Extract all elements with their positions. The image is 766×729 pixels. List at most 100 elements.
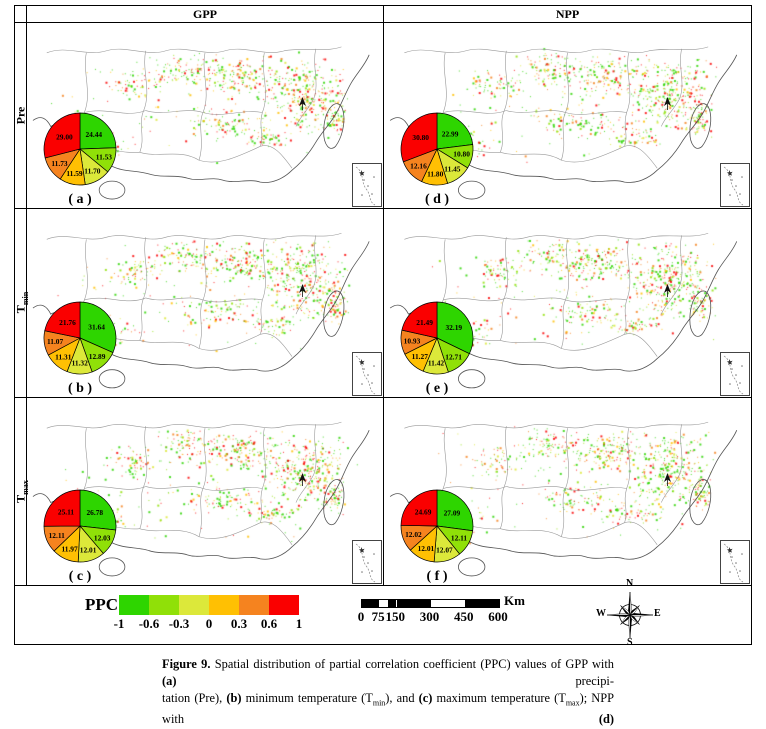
north-arrow-icon	[298, 472, 307, 492]
pie-chart-d: 22.99 10.80 11.45 11.80 12.16 30.80	[387, 109, 487, 196]
pie-chart-a: 24.44 11.53 11.70 11.59 11.73 29.00	[30, 109, 130, 196]
svg-text:12.89: 12.89	[89, 352, 106, 361]
compass-rose: N E S W	[596, 578, 661, 648]
map-panel-a: 24.44 11.53 11.70 11.59 11.73 29.00 ( a )	[27, 23, 383, 208]
scale-tick-0: 0	[357, 609, 365, 624]
legend-row: PPC -1 -0.6 -0.3 0 0.3 0.6 1 0 75 150 300 450 600 K…	[15, 578, 751, 648]
svg-text:21.76: 21.76	[59, 318, 76, 327]
svg-text:11.70: 11.70	[84, 166, 101, 175]
svg-text:24.44: 24.44	[85, 130, 102, 139]
scale-bar-segment-5	[464, 600, 499, 607]
svg-text:12.03: 12.03	[94, 533, 111, 542]
north-arrow-icon	[298, 97, 307, 116]
north-arrow-icon	[663, 97, 672, 116]
svg-text:12.71: 12.71	[445, 352, 462, 361]
svg-text:11.42: 11.42	[428, 359, 445, 368]
panel-letter-b: ( b )	[67, 381, 93, 396]
map-panel-d: 22.99 10.80 11.45 11.80 12.16 30.80 ( d )	[384, 23, 751, 208]
ppc-tick-0: 0	[205, 616, 213, 631]
north-arrow-icon	[663, 472, 672, 492]
svg-text:21.49: 21.49	[416, 318, 433, 327]
svg-text:11.80: 11.80	[427, 170, 444, 179]
svg-text:11.53: 11.53	[96, 153, 113, 162]
south-china-sea-inset	[352, 540, 382, 584]
figure-9: GPP NPP Pre Tmin Tmax 24.44 11.53 11.70 11.59…	[14, 5, 752, 648]
ppc-color-ramp	[119, 595, 299, 615]
ramp-segment-0	[119, 595, 149, 615]
compass-label-s: S	[627, 637, 633, 648]
column-header-npp: NPP	[555, 7, 580, 21]
svg-text:12.16: 12.16	[410, 162, 427, 171]
north-arrow-icon	[298, 284, 307, 303]
panel-letter-c: ( c )	[68, 569, 92, 584]
south-china-sea-inset	[352, 163, 382, 207]
compass-label-n: N	[626, 578, 634, 589]
svg-text:12.01: 12.01	[418, 544, 435, 553]
south-china-sea-inset	[720, 540, 750, 584]
svg-text:12.11: 12.11	[451, 534, 468, 543]
column-divider	[383, 6, 384, 585]
svg-text:11.73: 11.73	[51, 159, 68, 168]
ramp-segment-3	[209, 595, 239, 615]
ppc-tick--0.6: -0.6	[138, 616, 160, 631]
south-china-sea-inset	[720, 163, 750, 207]
ramp-segment-4	[239, 595, 269, 615]
compass-label-w: W	[596, 608, 606, 619]
svg-text:11.32: 11.32	[72, 359, 89, 368]
scale-bar-segment-4	[430, 600, 465, 607]
scale-tick-300: 300	[419, 609, 440, 624]
ppc-legend-title: PPC	[85, 595, 119, 614]
svg-text:29.00: 29.00	[56, 132, 73, 141]
ppc-tick-0.6: 0.6	[260, 616, 278, 631]
map-panel-c: 26.78 12.03 12.01 11.97 12.11 25.11 ( c )	[27, 398, 383, 585]
panel-letter-f: ( f )	[426, 569, 448, 584]
north-arrow-icon	[663, 284, 672, 303]
panel-letter-a: ( a )	[68, 192, 92, 207]
svg-text:27.09: 27.09	[444, 508, 461, 517]
scale-bar-unit: Km	[504, 593, 525, 608]
svg-text:12.02: 12.02	[405, 530, 422, 539]
ppc-tick--0.3: -0.3	[168, 616, 190, 631]
svg-text:12.11: 12.11	[49, 531, 66, 540]
ramp-segment-5	[269, 595, 299, 615]
svg-text:31.64: 31.64	[88, 323, 105, 332]
svg-text:11.27: 11.27	[412, 352, 429, 361]
caption-line-1: Figure 9. Spatial distribution of partia…	[162, 657, 615, 688]
ppc-tick--1: -1	[113, 616, 125, 631]
svg-text:10.80: 10.80	[453, 150, 470, 159]
compass-star	[606, 591, 654, 639]
svg-text:26.78: 26.78	[86, 508, 103, 517]
svg-text:32.19: 32.19	[445, 323, 462, 332]
map-outline	[389, 46, 738, 200]
svg-text:25.11: 25.11	[58, 507, 75, 516]
ppc-tick-1: 1	[295, 616, 303, 631]
caption-line-2: tation (Pre), (b) minimum temperature (T…	[162, 691, 615, 727]
map-panel-e: 32.19 12.71 11.42 11.27 10.93 21.49 ( e )	[384, 209, 751, 397]
pie-chart-e: 32.19 12.71 11.42 11.27 10.93 21.49	[387, 298, 487, 385]
ppc-tick-0.3: 0.3	[230, 616, 248, 631]
scale-bar	[361, 599, 500, 608]
panel-letter-e: ( e )	[425, 381, 449, 396]
row-divider-3	[15, 585, 751, 586]
figure-caption: Figure 9. Spatial distribution of partia…	[162, 656, 614, 729]
pie-chart-b: 31.64 12.89 11.32 11.31 11.07 21.76	[30, 298, 130, 385]
map-outline	[32, 421, 370, 577]
map-panel-f: 27.09 12.11 12.07 12.01 12.02 24.69 ( f )	[384, 398, 751, 585]
scale-bar-segment-0	[362, 600, 380, 607]
scale-tick-600: 600	[488, 609, 508, 624]
svg-text:12.01: 12.01	[80, 545, 97, 554]
scale-tick-75: 75	[371, 609, 385, 624]
south-china-sea-inset	[720, 352, 750, 396]
scale-tick-150: 150	[385, 609, 406, 624]
svg-text:10.93: 10.93	[404, 337, 421, 346]
svg-text:11.59: 11.59	[66, 169, 83, 178]
compass-label-e: E	[654, 608, 661, 619]
svg-text:11.97: 11.97	[61, 544, 78, 553]
column-header-gpp: GPP	[193, 7, 217, 21]
svg-text:24.69: 24.69	[415, 507, 432, 516]
scale-bar-segment-1	[379, 600, 388, 607]
label-strip-divider	[26, 6, 27, 585]
scale-tick-450: 450	[454, 609, 474, 624]
svg-text:11.31: 11.31	[55, 352, 72, 361]
